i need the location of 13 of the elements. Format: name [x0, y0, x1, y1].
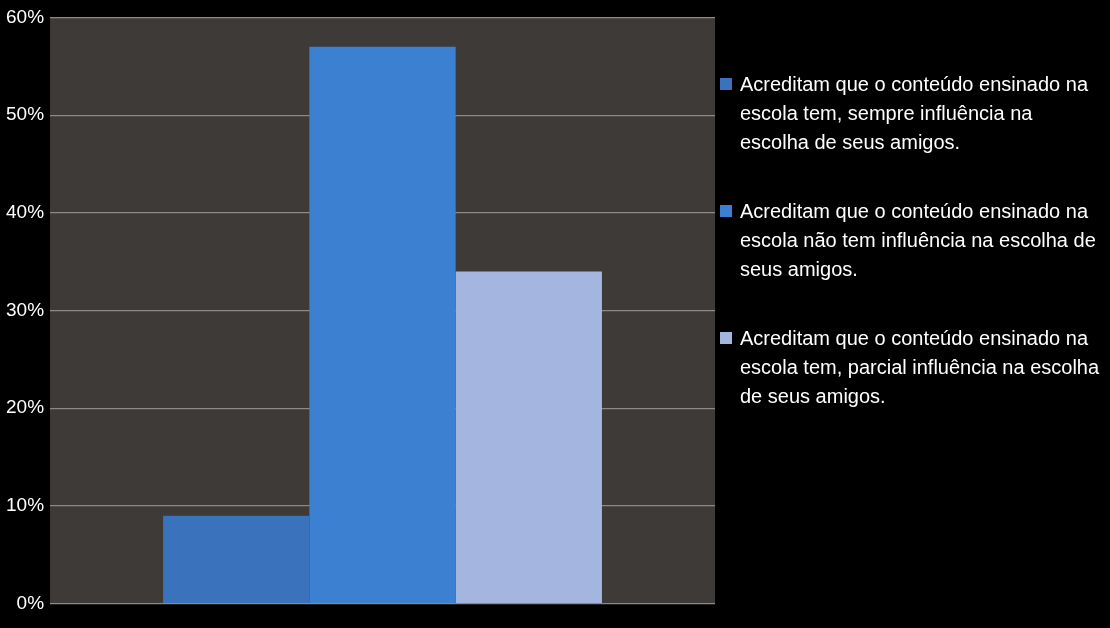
- y-tick-label: 30%: [6, 298, 45, 320]
- y-tick-label: 40%: [6, 201, 45, 223]
- bar: [455, 271, 602, 603]
- legend-label: Acreditam que o conteúdo ensinado na escola tem, sempre influência na escolha de seus amigos.: [740, 72, 1090, 155]
- y-tick-label: 20%: [6, 396, 45, 418]
- bar: [309, 46, 456, 603]
- legend-label: Acreditam que o conteúdo ensinado na escola tem, parcial influência na escolha de seus amigos.: [740, 326, 1101, 409]
- bar: [163, 515, 310, 603]
- y-tick-label: 0%: [16, 591, 45, 613]
- legend-label: Acreditam que o conteúdo ensinado na escola não tem influência na escolha de seus amigos.: [740, 199, 1097, 282]
- y-tick-label: 50%: [6, 103, 45, 125]
- y-tick-label: 10%: [6, 494, 45, 516]
- y-tick-label: 60%: [6, 5, 45, 27]
